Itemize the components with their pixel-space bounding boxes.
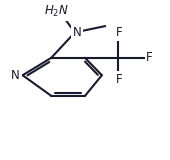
Text: F: F [146, 51, 153, 64]
Text: N: N [11, 69, 20, 82]
Text: F: F [116, 73, 123, 86]
Text: N: N [73, 26, 82, 39]
Text: $H_2N$: $H_2N$ [44, 4, 69, 19]
Text: F: F [116, 26, 123, 39]
